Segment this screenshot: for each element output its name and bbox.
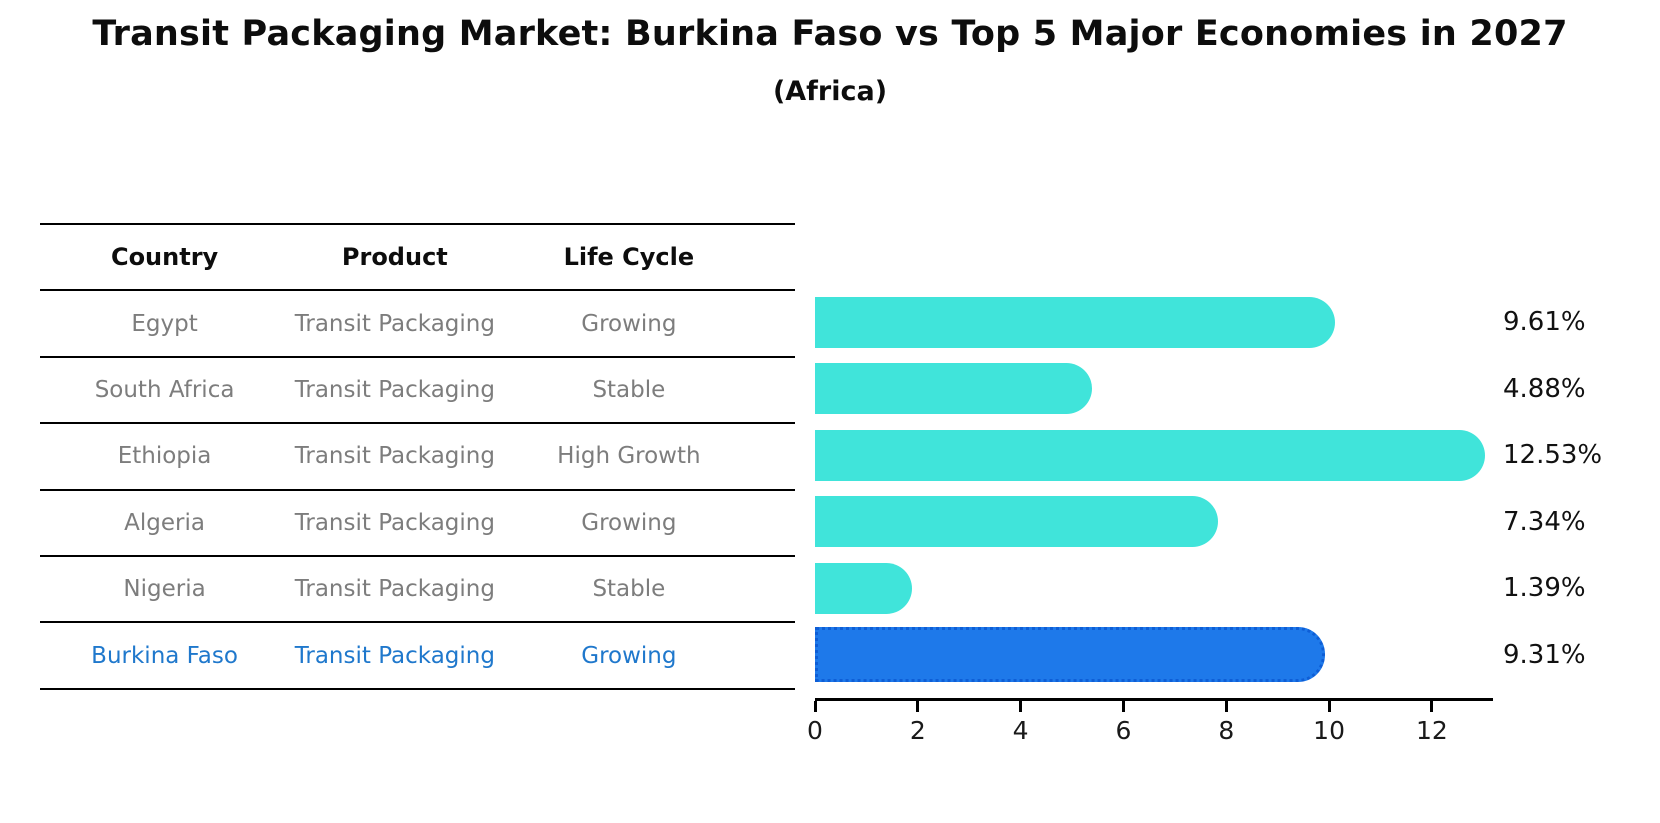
x-tick-label-12: 12 [1416,716,1448,745]
value-label-burkina-faso: 9.31% [1503,639,1586,670]
value-label-south-africa: 4.88% [1503,373,1586,404]
value-label-egypt: 9.61% [1503,307,1586,337]
cell-country: Nigeria [123,576,206,603]
bar-burkina-faso [815,627,1326,682]
bar-algeria [815,496,1219,547]
x-tick-label-8: 8 [1218,716,1235,745]
x-tick-label-2: 2 [909,716,926,745]
cell-product: Transit Packaging [294,576,495,603]
cell-product: Transit Packaging [294,509,495,536]
bar-ethiopia [815,429,1485,481]
x-tick-8 [1224,701,1228,712]
cell-product: Transit Packaging [294,642,495,669]
value-label-nigeria: 1.39% [1503,573,1586,603]
table-row-south-africa: South Africa Transit Packaging Stable [40,358,795,425]
value-label-ethiopia: 12.53% [1503,440,1603,470]
cell-product: Transit Packaging [294,310,495,337]
x-tick-10 [1327,701,1331,712]
cell-life-cycle: Growing [581,310,677,337]
x-tick-label-6: 6 [1115,716,1132,745]
table-row-algeria: Algeria Transit Packaging Growing [40,491,795,557]
x-tick-12 [1430,701,1434,712]
x-tick-2 [916,701,920,712]
table-row-egypt: Egypt Transit Packaging Growing [40,291,795,358]
cell-life-cycle: Stable [592,376,666,403]
cell-country: South Africa [94,376,235,403]
page-subtitle: (Africa) [772,76,888,107]
cell-country: Burkina Faso [91,642,238,669]
x-tick-0 [813,701,817,712]
x-tick-6 [1121,701,1125,712]
cell-country: Algeria [124,509,205,536]
cell-country: Egypt [131,310,198,337]
x-tick-label-10: 10 [1313,716,1345,745]
x-tick-label-0: 0 [807,716,823,745]
cell-life-cycle: High Growth [557,443,701,470]
x-axis [815,698,1493,701]
page-title: Transit Packaging Market: Burkina Faso v… [92,14,1568,54]
cell-country: Ethiopia [117,443,212,470]
cell-product: Transit Packaging [294,443,495,470]
header-cell-life-cycle: Life Cycle [563,243,695,272]
table-row-burkina-faso: Burkina Faso Transit Packaging Growing [40,623,795,690]
bar-nigeria [815,562,913,614]
header-cell-country: Country [110,243,219,272]
bar-south-africa [815,363,1092,414]
cell-life-cycle: Growing [581,642,677,669]
x-tick-4 [1019,701,1023,712]
table-header-row: Country Product Life Cycle [40,225,795,292]
table-row-ethiopia: Ethiopia Transit Packaging High Growth [40,424,795,491]
cell-life-cycle: Stable [592,576,666,603]
header-cell-product: Product [341,243,448,272]
comparison-table: Country Product Life Cycle Egypt Transit Pa… [40,223,795,690]
cell-product: Transit Packaging [294,376,495,403]
table-row-nigeria: Nigeria Transit Packaging Stable [40,557,795,624]
value-label-algeria: 7.34% [1503,506,1586,537]
bar-egypt [815,296,1335,348]
x-tick-label-4: 4 [1012,716,1029,745]
cell-life-cycle: Growing [581,509,677,536]
